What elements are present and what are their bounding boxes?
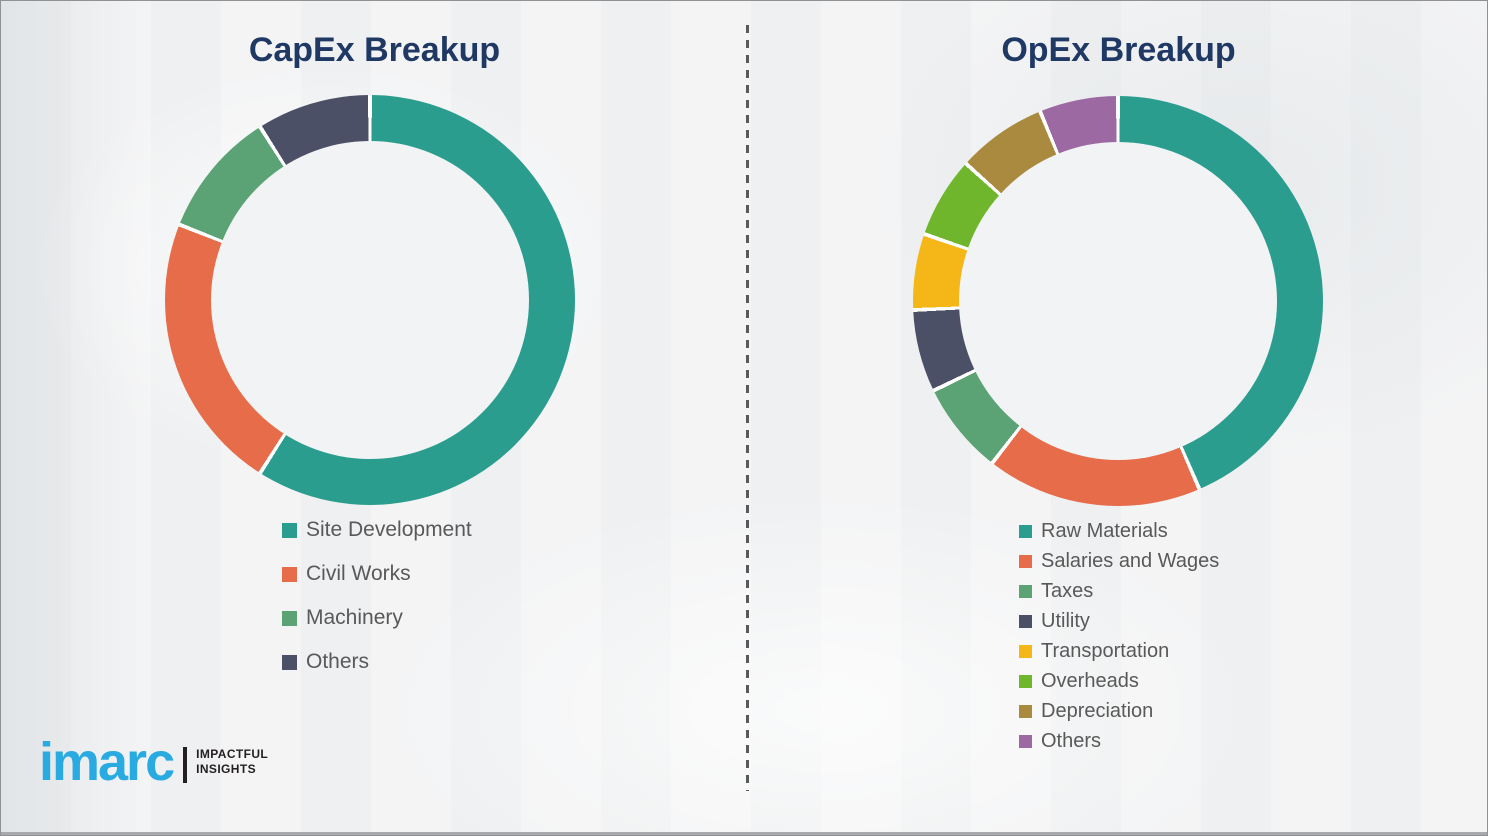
legend-label: Transportation [1041,639,1170,662]
logo-divider-bar [183,747,188,783]
legend-item: Salaries and Wages [1019,546,1219,576]
legend-label: Salaries and Wages [1041,549,1220,572]
legend-swatch [282,522,297,538]
legend-swatch [1019,674,1032,688]
opex-chart-title: OpEx Breakup [1001,31,1236,69]
legend-label: Utility [1041,609,1090,632]
legend-item: Taxes [1019,576,1219,606]
legend-swatch [1019,554,1032,568]
legend-label: Raw Materials [1041,519,1168,542]
legend-item: Overheads [1019,666,1219,696]
legend-label: Others [306,650,370,673]
legend-swatch [1019,734,1032,748]
legend-swatch [282,566,297,582]
legend-item: Machinery [282,606,472,630]
bottom-border-line [1,832,1487,835]
imarc-logo-text: imarc [39,732,175,792]
legend-item: Civil Works [282,562,472,586]
legend-item: Depreciation [1019,696,1219,726]
logo-tagline-line1: IMPACTFUL [196,747,269,761]
opex-donut-hole [959,142,1277,460]
legend-swatch [282,610,297,626]
legend-swatch [282,654,297,670]
logo-tagline-line2: INSIGHTS [196,762,256,776]
logo-tagline: IMPACTFUL INSIGHTS [196,747,268,777]
legend-item: Others [282,650,472,674]
legend-label: Others [1041,729,1102,752]
legend-swatch [1019,614,1032,628]
legend-item: Transportation [1019,636,1219,666]
legend-label: Civil Works [306,562,411,585]
legend-swatch [1019,524,1032,538]
capex-donut-hole [211,141,529,459]
opex-donut-chart [913,96,1323,506]
legend-swatch [1019,644,1032,658]
legend-item: Site Development [282,518,472,542]
legend-label: Taxes [1041,579,1094,602]
legend-item: Others [1019,726,1219,756]
legend-label: Site Development [306,518,472,541]
capex-legend: Site Development Civil Works Machinery Othe… [282,518,472,694]
legend-label: Machinery [306,606,403,629]
imarc-logo: imarc IMPACTFUL INSIGHTS [39,732,268,792]
legend-item: Utility [1019,606,1219,636]
dashed-divider-line [746,25,749,791]
legend-swatch [1019,584,1032,598]
opex-legend: Raw Materials Salaries and Wages Taxes Util… [1019,516,1219,756]
legend-swatch [1019,704,1032,718]
legend-label: Overheads [1041,669,1139,692]
legend-item: Raw Materials [1019,516,1219,546]
capex-chart-title: CapEx Breakup [248,31,501,69]
capex-donut-chart [165,95,575,505]
legend-label: Depreciation [1041,699,1154,722]
